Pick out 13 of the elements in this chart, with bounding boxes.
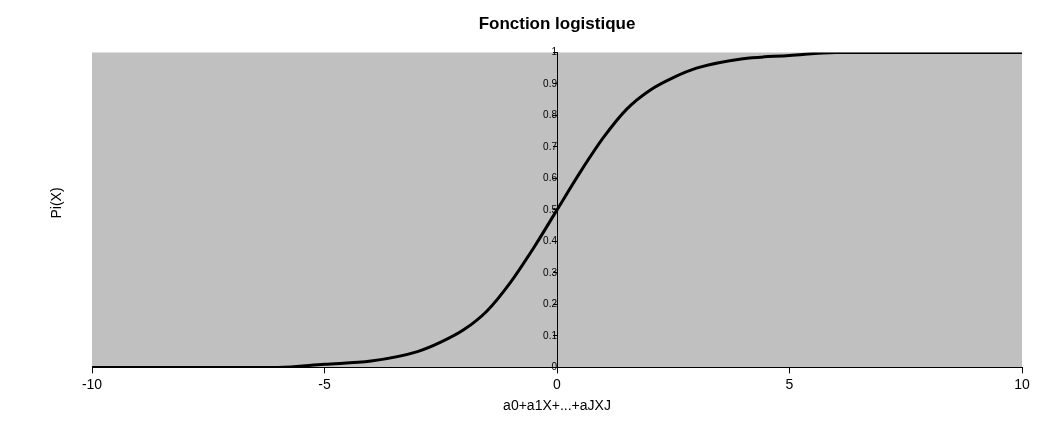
chart-title: Fonction logistique [478, 13, 636, 33]
x-axis-title: a0+a1X+...+aJXJ [503, 397, 611, 414]
x-tick-label: 5 [785, 375, 794, 392]
y-tick-label: 0.6 [543, 172, 558, 184]
x-tick-label: -5 [318, 375, 331, 392]
y-tick-label: 0.7 [543, 140, 558, 152]
y-tick-label: 0.8 [543, 109, 558, 121]
y-tick-label: 0.1 [543, 329, 558, 341]
x-tick-label: -10 [81, 375, 103, 392]
y-tick-label: 0.2 [543, 298, 558, 310]
x-tick-label: 10 [1014, 375, 1030, 392]
y-axis-title: Pi(X) [47, 187, 64, 219]
y-tick-label: 0.3 [543, 266, 558, 278]
